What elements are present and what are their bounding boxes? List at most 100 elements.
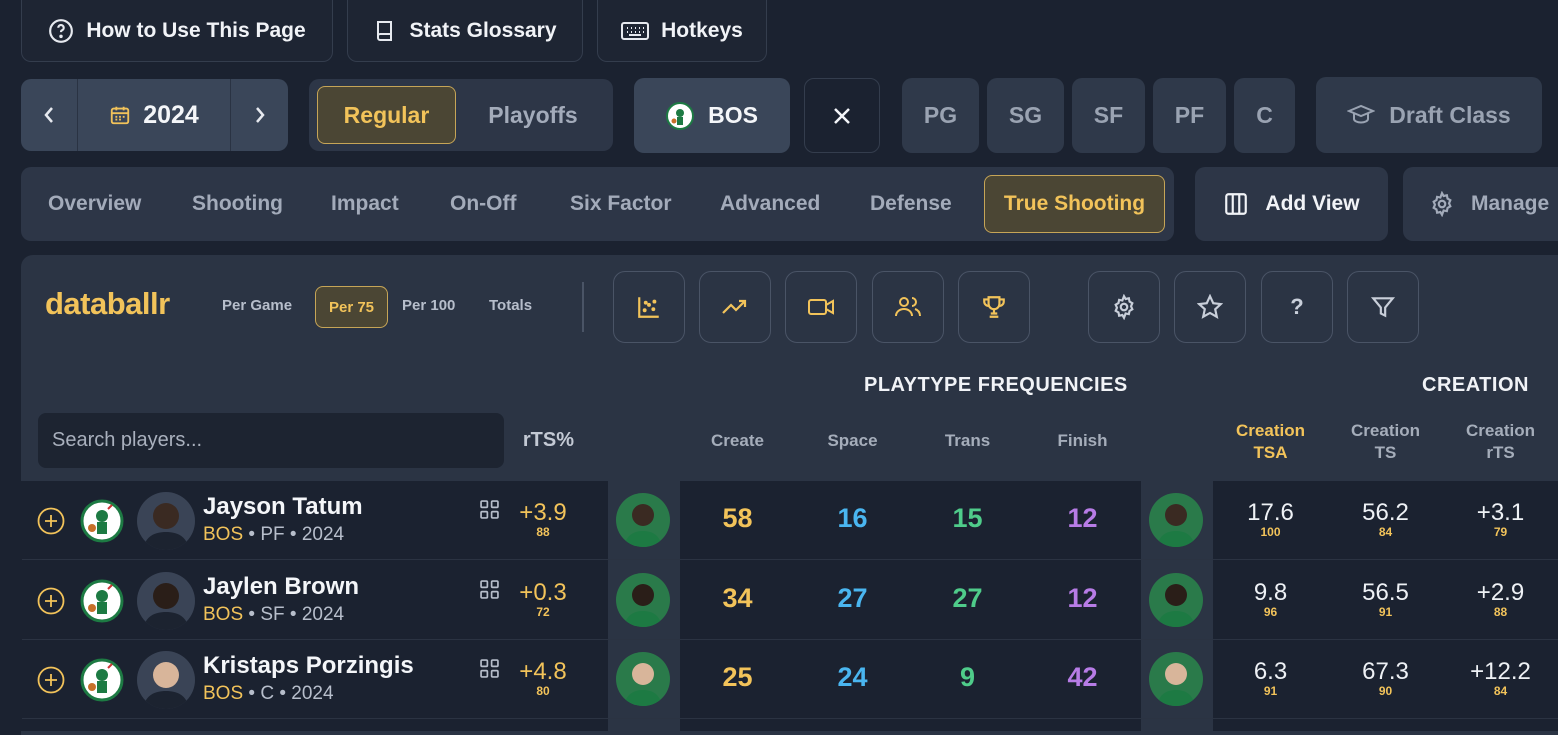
tab-on-off[interactable]: On-Off	[450, 175, 516, 233]
creation-ts-percentile: 91	[1378, 604, 1393, 619]
col-creation-rts-header[interactable]: Creation rTS	[1443, 420, 1558, 464]
chevron-right-icon	[254, 105, 266, 125]
position-pg-label: PG	[923, 102, 958, 128]
season-type-toggle: Regular Playoffs	[309, 79, 613, 151]
how-to-use-button[interactable]: How to Use This Page	[21, 0, 333, 62]
player-team: BOS	[203, 524, 244, 545]
scatter-plot-button[interactable]	[613, 271, 685, 343]
clear-team-button[interactable]	[804, 78, 880, 153]
col-creation-ts-header[interactable]: Creation TS	[1328, 420, 1443, 464]
creation-rts-value: +3.1	[1476, 499, 1525, 526]
stats-glossary-button[interactable]: Stats Glossary	[347, 0, 583, 62]
table-row[interactable]: Kristaps Porzingis BOS • C • 2024 +4.8 8…	[22, 640, 1558, 719]
rts-percentile: 80	[536, 684, 550, 698]
col-rts-header[interactable]: rTS%	[518, 429, 578, 453]
finish-value: 12	[1067, 582, 1098, 613]
video-button[interactable]	[785, 271, 857, 343]
player-name[interactable]: Jayson Tatum	[203, 493, 363, 520]
position-pf-button[interactable]: PF	[1153, 78, 1226, 153]
gear-icon	[1429, 191, 1455, 217]
trending-up-icon	[721, 296, 749, 318]
player-headshot	[616, 572, 670, 627]
favorites-button[interactable]	[1174, 271, 1246, 343]
creation-tsa-value: 17.6	[1247, 499, 1294, 526]
mode-per-game[interactable]: Per Game	[222, 297, 293, 314]
creation-rts-percentile: 84	[1493, 684, 1508, 698]
tab-shooting[interactable]: Shooting	[192, 175, 283, 233]
col-space-header[interactable]: Space	[827, 431, 878, 450]
tab-six-factor[interactable]: Six Factor	[570, 175, 672, 233]
lineups-button[interactable]	[872, 271, 944, 343]
team-abbr: BOS	[708, 102, 758, 128]
playoffs-button[interactable]: Playoffs	[461, 86, 605, 144]
manage-button[interactable]: Manage	[1403, 167, 1558, 241]
player-headshot	[1149, 572, 1203, 627]
player-position-season: • C • 2024	[248, 683, 334, 704]
rts-cell: +0.3 72	[500, 578, 586, 619]
trends-button[interactable]	[699, 271, 771, 343]
season-display[interactable]: 2024	[78, 79, 230, 151]
mode-per-75[interactable]: Per 75	[315, 286, 388, 328]
search-input[interactable]: Search players...	[38, 413, 504, 468]
users-icon	[894, 295, 922, 319]
brand-logo: databallr	[45, 286, 170, 321]
prev-season-button[interactable]	[21, 79, 78, 151]
hotkeys-button[interactable]: Hotkeys	[597, 0, 767, 62]
creation-ts-cell: 56.2 84	[1328, 501, 1443, 540]
creation-tsa-cell: 6.3 91	[1213, 660, 1328, 699]
player-name[interactable]: Jaylen Brown	[203, 572, 360, 600]
filter-button[interactable]	[1347, 271, 1419, 343]
team-filter-button[interactable]: BOS	[634, 78, 790, 153]
awards-button[interactable]	[958, 271, 1030, 343]
regular-season-button[interactable]: Regular	[317, 86, 456, 144]
toolbar-divider	[582, 282, 584, 332]
table-row[interactable]: Jayson Tatum BOS • PF • 2024 +3.9 88 58 …	[22, 481, 1558, 560]
creation-ts-cell: 56.5 91	[1328, 580, 1443, 619]
position-c-button[interactable]: C	[1234, 78, 1295, 153]
tab-defense[interactable]: Defense	[870, 175, 952, 233]
season-selector: 2024	[21, 79, 288, 151]
space-value: 27	[837, 582, 868, 613]
col-rts-label: rTS%	[522, 429, 574, 451]
manage-label: Manage	[1471, 192, 1550, 215]
calendar-icon	[109, 104, 131, 126]
help-button[interactable]: ?	[1261, 271, 1333, 343]
add-view-label: Add View	[1265, 192, 1360, 215]
tab-overview[interactable]: Overview	[48, 175, 141, 233]
settings-button[interactable]	[1088, 271, 1160, 343]
position-sf-button[interactable]: SF	[1072, 78, 1145, 153]
position-c-label: C	[1256, 102, 1273, 128]
creation-group-header: CREATION	[1422, 374, 1529, 396]
position-sg-button[interactable]: SG	[987, 78, 1064, 153]
add-to-compare-button[interactable]	[37, 666, 65, 694]
avatar	[137, 651, 195, 709]
table-row[interactable]: Jaylen Brown BOS • SF • 2024 +0.3 72 34 …	[22, 561, 1558, 640]
player-card-icon[interactable]	[480, 500, 499, 519]
player-card-icon[interactable]	[480, 579, 499, 599]
player-card-icon[interactable]	[480, 659, 499, 678]
add-to-compare-button[interactable]	[37, 507, 65, 535]
rts-percentile: 72	[536, 604, 550, 619]
add-to-compare-button[interactable]	[37, 587, 65, 615]
col-create-header[interactable]: Create	[711, 431, 764, 450]
next-season-button[interactable]	[230, 79, 288, 151]
position-pf-label: PF	[1174, 102, 1205, 128]
mode-per-100[interactable]: Per 100	[402, 297, 456, 314]
tab-impact[interactable]: Impact	[331, 175, 399, 233]
creation-rts-cell: +3.1 79	[1443, 499, 1558, 540]
draft-class-button[interactable]: Draft Class	[1316, 77, 1542, 153]
mode-totals[interactable]: Totals	[489, 297, 533, 314]
col-creation-tsa-line2: TSA	[1253, 443, 1288, 462]
player-name[interactable]: Kristaps Porzingis	[203, 652, 414, 679]
add-view-button[interactable]: Add View	[1195, 167, 1388, 241]
rts-value: +3.9	[519, 499, 567, 526]
tab-true-shooting[interactable]: True Shooting	[984, 175, 1165, 233]
rts-value: +0.3	[519, 578, 567, 606]
hotkeys-label: Hotkeys	[661, 18, 743, 42]
col-creation-tsa-header[interactable]: Creation TSA	[1213, 420, 1328, 464]
tab-advanced[interactable]: Advanced	[720, 175, 820, 233]
col-trans-header[interactable]: Trans	[944, 431, 991, 450]
player-headshot	[1149, 493, 1203, 547]
position-pg-button[interactable]: PG	[902, 78, 979, 153]
col-finish-header[interactable]: Finish	[1057, 431, 1108, 450]
